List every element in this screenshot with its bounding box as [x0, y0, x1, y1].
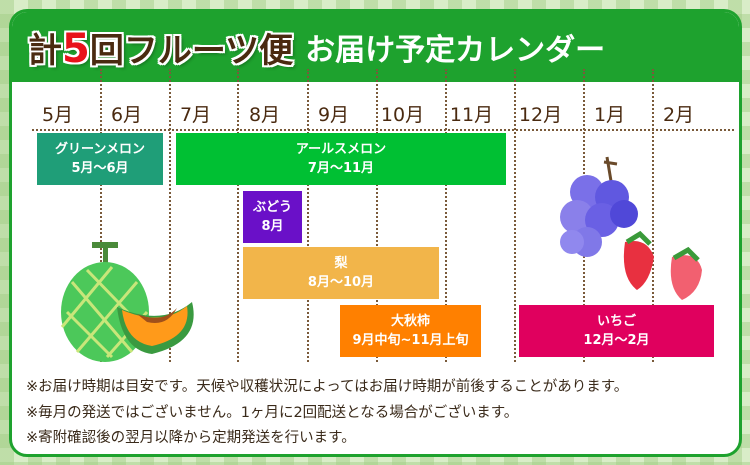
header: 計5回フルーツ便 お届け予定カレンダー [12, 12, 739, 82]
title-count: 5 [62, 25, 90, 72]
month-label: 6月 [110, 104, 143, 126]
divider [376, 69, 378, 362]
fruit-name: 梨 [334, 256, 348, 271]
divider [307, 69, 309, 362]
divider [652, 69, 654, 362]
fruit-period: 8月 [261, 219, 284, 234]
fruit-period: 8月〜10月 [307, 275, 375, 290]
divider [169, 69, 171, 362]
title-subtitle: お届け予定カレンダー [305, 33, 606, 68]
month-label: 10月 [380, 104, 425, 126]
fruit-period: 9月中旬~11月上旬 [352, 333, 469, 348]
month-label: 8月 [248, 104, 281, 126]
schedule-bar-pear: 梨 8月〜10月 [243, 247, 439, 299]
header-divider [32, 129, 734, 131]
note: ※お届け時期は目安です。天候や収穫状況によってはお届け時期が前後することがありま… [26, 379, 629, 395]
month-label: 12月 [518, 104, 563, 126]
note: ※寄附確認後の翌月以降から定期発送を行います。 [26, 430, 356, 446]
schedule-bar-strawberry: いちご 12月〜2月 [519, 305, 714, 357]
month-label: 7月 [179, 104, 212, 126]
note: ※毎月の発送ではございません。1ヶ月に2回配送となる場合がございます。 [26, 405, 519, 421]
fruit-period: 7月〜11月 [307, 161, 375, 176]
fruit-name: いちご [596, 314, 636, 329]
title-main: 計5回フルーツ便 [28, 23, 293, 72]
divider [514, 69, 516, 362]
schedule-bar-persimmon: 大秋柿 9月中旬~11月上旬 [340, 305, 481, 357]
month-label: 11月 [449, 104, 494, 126]
fruit-name: ぶどう [252, 200, 292, 215]
month-label: 9月 [317, 104, 350, 126]
title-prefix: 計 [28, 30, 62, 71]
fruit-name: グリーンメロン [55, 142, 145, 157]
fruit-name: アールスメロン [295, 142, 387, 157]
divider [237, 69, 239, 362]
month-label: 5月 [41, 104, 74, 126]
fruit-illustration-grape-strawberry [560, 156, 702, 300]
month-label: 1月 [593, 104, 626, 126]
melon-illustration [60, 242, 194, 362]
schedule-bar-earls-melon: アールスメロン 7月〜11月 [176, 133, 506, 185]
schedule-bar-green-melon: グリーンメロン 5月〜6月 [37, 133, 163, 185]
divider [445, 69, 447, 362]
fruit-period: 5月〜6月 [71, 161, 129, 176]
calendar-card: 計5回フルーツ便 お届け予定カレンダー 5月 6月 7月 8月 9月 10月 1… [9, 9, 742, 457]
fruit-name: 大秋柿 [390, 314, 430, 329]
month-label: 2月 [662, 104, 695, 126]
title-suffix: 回フルーツ便 [89, 30, 294, 71]
fruit-period: 12月〜2月 [583, 333, 650, 348]
divider [100, 69, 102, 362]
schedule-bar-grape: ぶどう 8月 [243, 191, 302, 243]
